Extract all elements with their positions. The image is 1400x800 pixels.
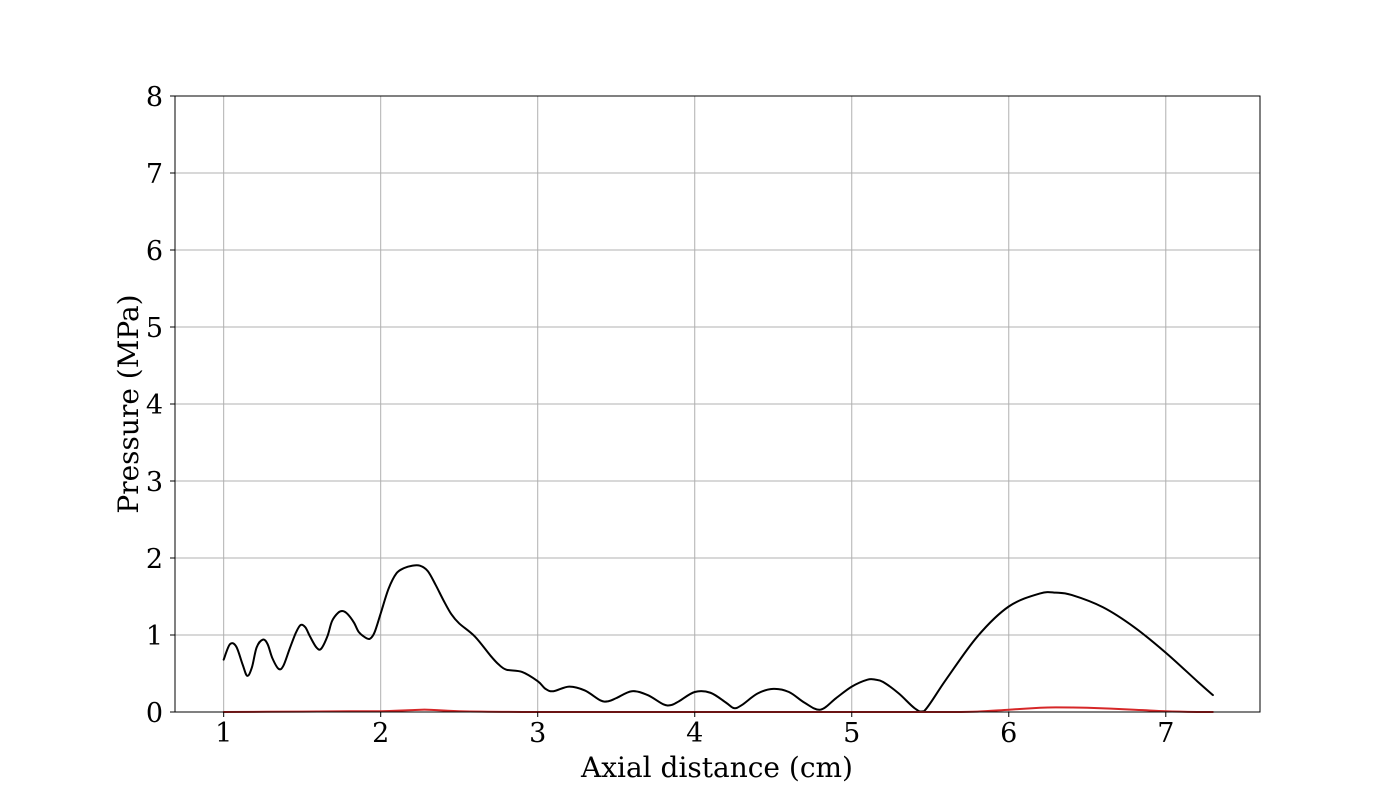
x-tick-label: 2 [372,718,389,749]
x-axis-label: Axial distance (cm) [580,751,853,784]
x-tick-label: 1 [215,718,232,749]
y-tick-label: 5 [146,313,163,344]
x-tick-label: 6 [1000,718,1017,749]
y-tick-label: 8 [146,82,163,113]
y-tick-label: 7 [146,159,163,190]
series-line-1 [222,706,1214,714]
y-tick-label: 1 [146,621,163,652]
series-line-0 [222,564,1214,713]
y-tick-label: 2 [146,544,163,575]
x-tick-label: 4 [686,718,703,749]
x-tick-label: 3 [529,718,546,749]
series-group [222,564,1214,714]
x-tick-label: 5 [843,718,860,749]
grid [175,95,1260,713]
y-axis-label: Pressure (MPa) [112,294,145,513]
y-tick-label: 3 [146,467,163,498]
x-tick-label: 7 [1157,718,1174,749]
ticks: 1 2 3 4 5 6 7 0 1 2 3 4 5 6 7 8 [146,82,1175,749]
y-tick-label: 4 [146,390,163,421]
y-tick-label: 6 [146,236,163,267]
y-tick-label: 0 [146,698,163,729]
